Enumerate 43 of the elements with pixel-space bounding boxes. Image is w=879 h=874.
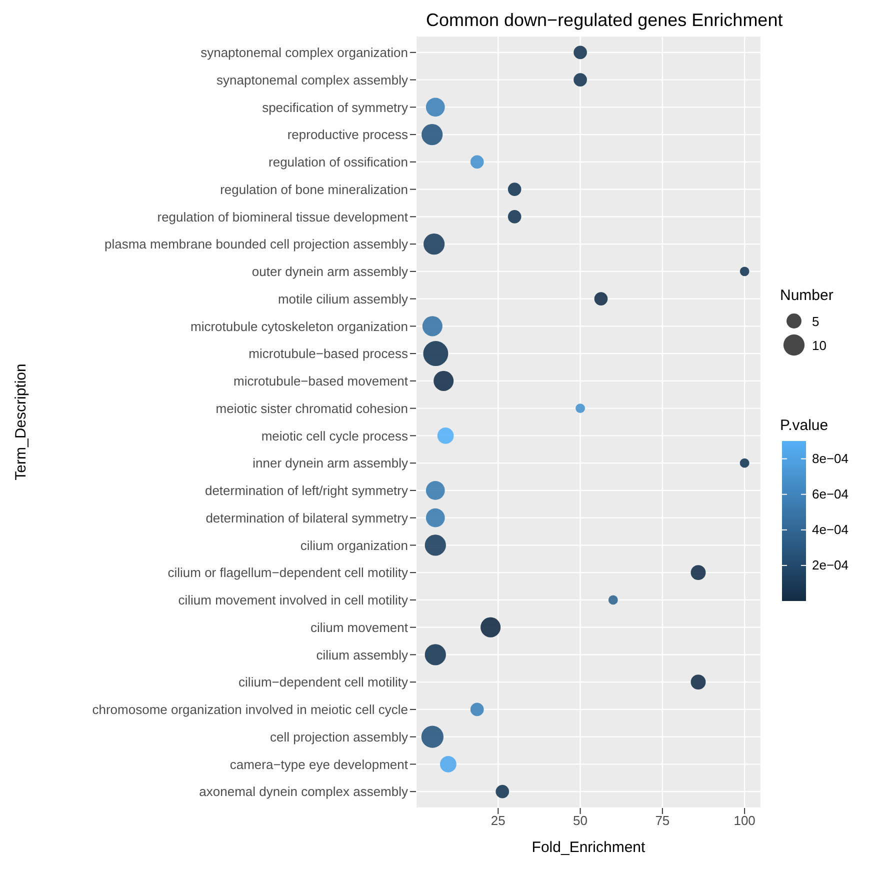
y-tick-label: meiotic sister chromatid cohesion [216, 400, 408, 416]
y-tick-label: microtubule−based movement [233, 374, 408, 389]
y-tick-label: determination of bilateral symmetry [206, 510, 408, 526]
x-tick-label: 75 [655, 813, 670, 828]
y-tick-label: inner dynein arm assembly [252, 456, 408, 471]
y-tick-label: outer dynein arm assembly [252, 264, 408, 280]
chart-title: Common down−regulated genes Enrichment [426, 10, 783, 31]
y-tick-label: determination of left/right symmetry [204, 483, 408, 498]
x-tick-label: 100 [734, 813, 756, 828]
color-bar-label: 8e−04 [812, 450, 849, 466]
legend-label: 10 [812, 338, 826, 352]
y-tick-label: reproductive process [287, 127, 408, 142]
y-tick-label: cilium or flagellum−dependent cell motility [168, 565, 408, 580]
color-bar-label: 6e−04 [812, 486, 849, 502]
y-tick-label: microtubule−based process [248, 346, 408, 362]
y-tick-label: specification of symmetry [262, 100, 408, 115]
color-bar-label: 2e−04 [812, 557, 849, 572]
y-tick-label: cilium movement involved in cell motility [178, 592, 408, 608]
color-bar-label: 4e−04 [812, 522, 849, 537]
y-tick-label: chromosome organization involved in meiotic cell cycle [92, 702, 408, 718]
y-tick-label: microtubule cytoskeleton organization [190, 318, 408, 334]
y-tick-label: meiotic cell cycle process [261, 428, 408, 444]
y-tick-label: cilium organization [300, 538, 408, 553]
y-tick-label: cell projection assembly [270, 729, 408, 744]
y-tick-label: camera−type eye development [230, 756, 408, 772]
y-tick-label: synaptonemal complex assembly [216, 72, 408, 88]
legend-label: 5 [812, 314, 820, 328]
y-tick-label: cilium assembly [316, 647, 408, 662]
x-axis-title: Fold_Enrichment [532, 839, 646, 856]
y-tick-label: cilium movement [310, 620, 408, 635]
y-tick-label: synaptonemal complex organization [200, 45, 408, 60]
y-tick-label: cilium−dependent cell motility [238, 674, 408, 690]
x-tick-label: 25 [490, 813, 506, 828]
legend-title: Number [779, 286, 834, 306]
y-tick-label: plasma membrane bounded cell projection assembly [104, 236, 408, 252]
y-tick-label: regulation of biomineral tissue development [157, 209, 408, 224]
y-tick-label: regulation of ossification [268, 154, 408, 170]
color-bar-title: P.value [780, 417, 828, 434]
y-tick-label: motile cilium assembly [278, 291, 408, 306]
y-axis-title: Term_Description [12, 364, 30, 480]
y-tick-label: regulation of bone mineralization [220, 182, 408, 197]
y-tick-label: axonemal dynein complex assembly [199, 784, 408, 800]
x-tick-label: 50 [573, 813, 588, 828]
